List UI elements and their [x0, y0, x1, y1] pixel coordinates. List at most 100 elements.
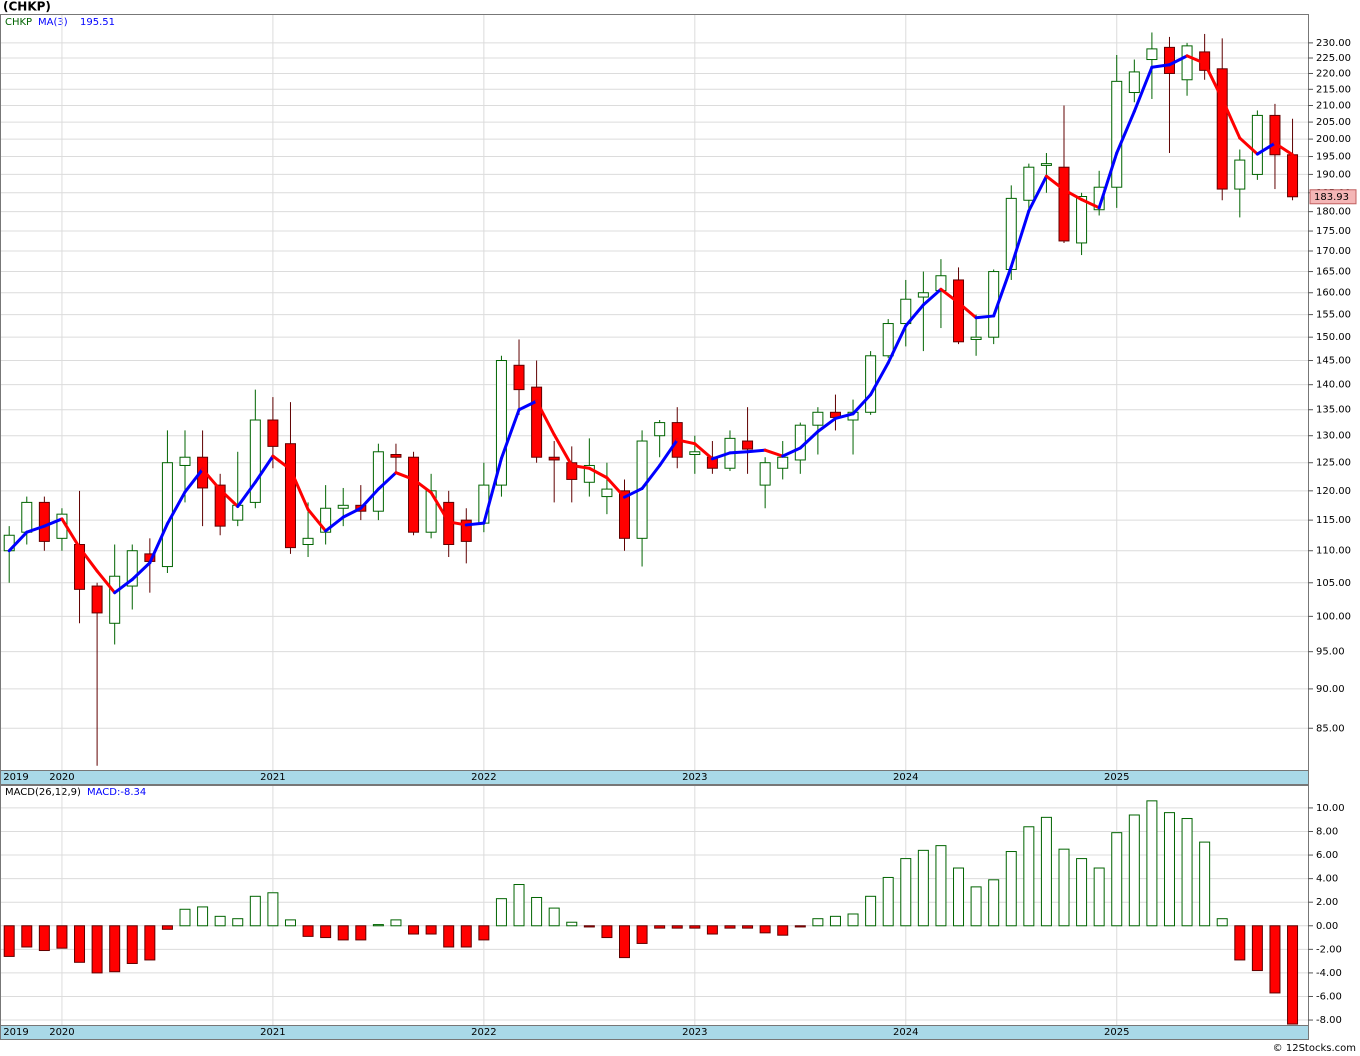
y-tick-label: 180.00: [1316, 207, 1351, 218]
candle-body: [126, 550, 138, 587]
macd-bar: [689, 925, 701, 929]
y-tick-label: 170.00: [1316, 246, 1351, 257]
candle-body: [74, 544, 86, 590]
y-tick-label: 135.00: [1316, 405, 1351, 416]
y-tick-label: 115.00: [1316, 515, 1351, 526]
ma-segment: [904, 303, 925, 328]
ma-segment: [1132, 65, 1154, 113]
last-price-label: 183.93: [1314, 192, 1349, 203]
macd-bar: [372, 924, 384, 927]
x-tick-label: 2025: [1104, 772, 1129, 783]
y-tick-label: 8.00: [1316, 826, 1338, 837]
macd-bar: [214, 915, 226, 927]
macd-bar: [179, 908, 191, 927]
macd-bar: [777, 925, 789, 936]
ma-segment: [376, 471, 398, 491]
ma-segment: [499, 408, 521, 460]
y-tick-label: 10.00: [1316, 803, 1345, 814]
candle-body: [1040, 163, 1052, 166]
macd-bar: [232, 918, 244, 927]
macd-bar: [3, 925, 15, 957]
macd-bar: [443, 925, 455, 948]
x-tick-label: 2022: [471, 772, 496, 783]
macd-bar: [284, 919, 296, 927]
macd-bar: [408, 925, 420, 935]
y-tick-label: -6.00: [1316, 991, 1342, 1002]
macd-title: MACD(26,12,9): [5, 787, 81, 798]
candle-body: [601, 488, 613, 498]
ma-segment: [42, 517, 64, 528]
x-tick-label: 2020: [49, 772, 74, 783]
ma-segment: [851, 393, 873, 416]
y-tick-label: 230.00: [1316, 38, 1351, 49]
symbol-label: CHKP: [5, 17, 32, 28]
macd-bar: [267, 892, 279, 927]
ma-segment: [7, 530, 29, 553]
y-tick-label: 2.00: [1316, 897, 1338, 908]
macd-bar: [1128, 814, 1140, 927]
macd-bar: [583, 925, 595, 928]
candle-body: [1128, 71, 1140, 94]
y-tick-label: 200.00: [1316, 134, 1351, 145]
macd-bar: [742, 925, 754, 929]
macd-bar: [109, 925, 121, 973]
macd-bar: [1146, 800, 1158, 927]
y-tick-label: 190.00: [1316, 169, 1351, 180]
ma-segment: [992, 265, 1013, 318]
candle-body: [953, 279, 965, 343]
macd-bar: [953, 867, 965, 927]
ma-segment: [1238, 136, 1259, 156]
candle-body: [21, 501, 33, 533]
chart-title: (CHKP): [3, 0, 51, 14]
ma-segment: [25, 524, 46, 534]
candle-body: [882, 323, 894, 357]
candle-body: [91, 585, 103, 614]
ma-segment: [429, 491, 451, 524]
ma-segment: [886, 324, 908, 365]
ma-segment: [552, 433, 574, 467]
macd-bar: [126, 925, 138, 964]
macd-prefix: MACD:: [87, 787, 120, 798]
candle-body: [267, 419, 279, 447]
x-tick-label: 2024: [893, 1027, 918, 1038]
y-tick-label: 85.00: [1316, 723, 1345, 734]
macd-bar: [531, 896, 543, 927]
y-tick-label: 0.00: [1316, 921, 1338, 932]
y-tick-label: 210.00: [1316, 101, 1351, 112]
macd-bar: [56, 925, 68, 949]
y-tick-label: 6.00: [1316, 850, 1338, 861]
macd-bar: [478, 925, 490, 941]
ma-segment: [605, 476, 626, 499]
y-tick-label: 225.00: [1316, 53, 1351, 64]
macd-bar: [425, 925, 437, 935]
y-tick-label: 160.00: [1316, 288, 1351, 299]
y-tick-label: -2.00: [1316, 944, 1342, 955]
candle-body: [777, 456, 789, 469]
y-tick-label: 100.00: [1316, 611, 1351, 622]
y-tick-label: 130.00: [1316, 431, 1351, 442]
macd-bar: [1023, 826, 1035, 927]
candle-body: [1023, 166, 1035, 201]
x-tick-label: 2019: [3, 1027, 28, 1038]
ma-segment: [1273, 141, 1295, 157]
ma-segment: [447, 520, 468, 527]
macd-current: MACD:-8.34: [87, 787, 146, 798]
y-tick-label: 145.00: [1316, 356, 1351, 367]
macd-bar: [161, 925, 173, 930]
footer: © 12Stocks.com: [1273, 1043, 1356, 1054]
y-tick-label: 220.00: [1316, 68, 1351, 79]
ma-segment: [570, 463, 591, 470]
y-tick-label: -4.00: [1316, 968, 1342, 979]
x-tick-label: 2023: [682, 772, 707, 783]
macd-bar: [935, 845, 947, 927]
candle-body: [812, 411, 824, 426]
macd-bar: [1287, 925, 1299, 1025]
ma-segment: [658, 438, 679, 467]
candle-body: [1093, 186, 1105, 211]
ma-segment: [921, 287, 943, 307]
macd-bar: [197, 906, 209, 927]
macd-bar: [355, 925, 367, 941]
ma-segment: [165, 490, 187, 526]
candle-body: [970, 336, 982, 340]
y-tick-label: 105.00: [1316, 578, 1351, 589]
